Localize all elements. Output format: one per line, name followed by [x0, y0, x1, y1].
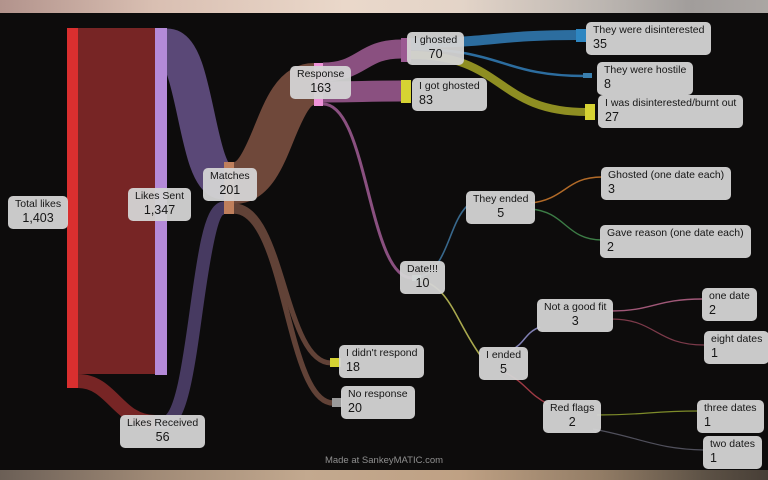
node-value: 8	[604, 76, 611, 91]
label-i-ended: I ended 5	[479, 347, 529, 381]
flow-they-ended-to-ghosted-one-date-each	[530, 176, 603, 204]
node-value: 3	[571, 313, 579, 328]
node-name: eight dates	[711, 333, 763, 345]
node-value: 10	[415, 275, 430, 290]
node-name: Ghosted (one date each)	[608, 169, 725, 181]
label-response: Response 163	[290, 66, 352, 100]
node-value: 1	[710, 450, 717, 465]
node-no-response	[332, 398, 342, 407]
node-value: 1,347	[143, 202, 176, 217]
node-name: one date	[709, 290, 750, 302]
node-value: 5	[497, 205, 505, 220]
node-value: 20	[348, 400, 362, 415]
node-name: They were disinterested	[593, 24, 705, 36]
label-date: Date!!! 10	[400, 261, 445, 295]
label-matches: Matches 201	[203, 168, 257, 202]
flow-likes-sent-to-matches	[159, 28, 233, 200]
node-they-were-disinterested	[576, 29, 586, 42]
node-name: I ghosted	[414, 34, 458, 46]
label-i-got-ghosted: I got ghosted 83	[412, 78, 487, 112]
flow-matches-to-i-didnt-respond	[233, 203, 332, 366]
label-they-ended: They ended 5	[466, 191, 536, 225]
node-name: Gave reason (one date each)	[607, 227, 744, 239]
flow-likes-received-to-matches	[162, 201, 227, 429]
node-name: Matches	[210, 170, 250, 182]
flow-not-a-good-fit-to-one-date	[610, 298, 703, 312]
node-name: They ended	[473, 193, 529, 205]
node-value: 18	[346, 359, 360, 374]
flow-red-flags-to-two-dates	[592, 428, 705, 451]
node-value: 201	[219, 182, 241, 197]
node-name: Likes Sent	[135, 190, 185, 202]
label-gave-reason-one-date-each: Gave reason (one date each) 2	[600, 225, 751, 259]
node-value: 56	[155, 429, 170, 444]
node-value: 3	[608, 181, 615, 196]
node-value: 5	[500, 361, 507, 376]
label-they-were-hostile: They were hostile 8	[597, 62, 694, 96]
node-i-got-ghosted	[401, 80, 411, 103]
label-i-didnt-respond: I didn't respond 18	[339, 345, 425, 379]
node-value: 1,403	[22, 210, 54, 225]
node-total-likes	[67, 28, 78, 388]
node-value: 83	[419, 92, 433, 107]
node-name: I was disinterested/burnt out	[605, 97, 737, 109]
flow-they-ended-to-gave-reason-one-date-each	[530, 208, 603, 241]
sankeymatic-credit: Made at SankeyMATIC.com	[324, 455, 444, 466]
node-value: 27	[605, 109, 619, 124]
node-value: 2	[568, 414, 576, 429]
label-they-were-disinterested: They were disinterested 35	[586, 22, 712, 56]
label-ghosted-one-date-each: Ghosted (one date each) 3	[601, 167, 732, 201]
node-name: three dates	[704, 402, 757, 414]
node-i-didnt-respond	[330, 358, 341, 367]
node-value: 2	[709, 302, 716, 317]
node-value: 2	[607, 239, 614, 254]
label-two-dates: two dates 1	[703, 436, 762, 470]
node-name: Not a good fit	[544, 301, 607, 313]
node-name: I didn't respond	[346, 347, 418, 359]
node-name: I ended	[486, 349, 522, 361]
label-likes-received: Likes Received 56	[120, 415, 206, 449]
label-one-date: one date 2	[702, 288, 757, 322]
node-value: 1	[704, 414, 711, 429]
node-name: two dates	[710, 438, 755, 450]
node-i-was-disinterested	[585, 104, 595, 120]
label-total-likes: Total likes 1,403	[8, 196, 69, 230]
node-name: Date!!!	[407, 263, 438, 275]
top-border-gradient	[0, 0, 768, 13]
flow-response-to-date	[322, 102, 413, 280]
bottom-border-gradient	[0, 470, 768, 480]
node-name: Red flags	[550, 402, 595, 414]
node-name: No response	[348, 388, 408, 400]
node-name: Total likes	[15, 198, 62, 210]
node-value: 1	[711, 345, 718, 360]
node-value: 35	[593, 36, 607, 51]
node-name: Likes Received	[127, 417, 199, 429]
label-not-a-good-fit: Not a good fit 3	[537, 299, 614, 333]
label-likes-sent: Likes Sent 1,347	[128, 188, 192, 222]
node-name: They were hostile	[604, 64, 687, 76]
node-name: I got ghosted	[419, 80, 480, 92]
node-i-ghosted	[401, 38, 411, 62]
label-no-response: No response 20	[341, 386, 415, 420]
node-they-were-hostile	[583, 73, 592, 78]
flow-matches-to-no-response	[233, 208, 334, 406]
flow-red-flags-to-three-dates	[596, 410, 699, 416]
label-eight-dates: eight dates 1	[704, 331, 768, 365]
flow-not-a-good-fit-to-eight-dates	[610, 318, 705, 346]
node-name: Response	[297, 68, 345, 80]
node-value: 163	[310, 80, 332, 95]
label-i-was-disinterested: I was disinterested/burnt out 27	[598, 95, 744, 129]
label-i-ghosted: I ghosted 70	[407, 32, 465, 66]
node-value: 70	[428, 46, 443, 61]
label-three-dates: three dates 1	[697, 400, 764, 434]
label-red-flags: Red flags 2	[543, 400, 602, 434]
